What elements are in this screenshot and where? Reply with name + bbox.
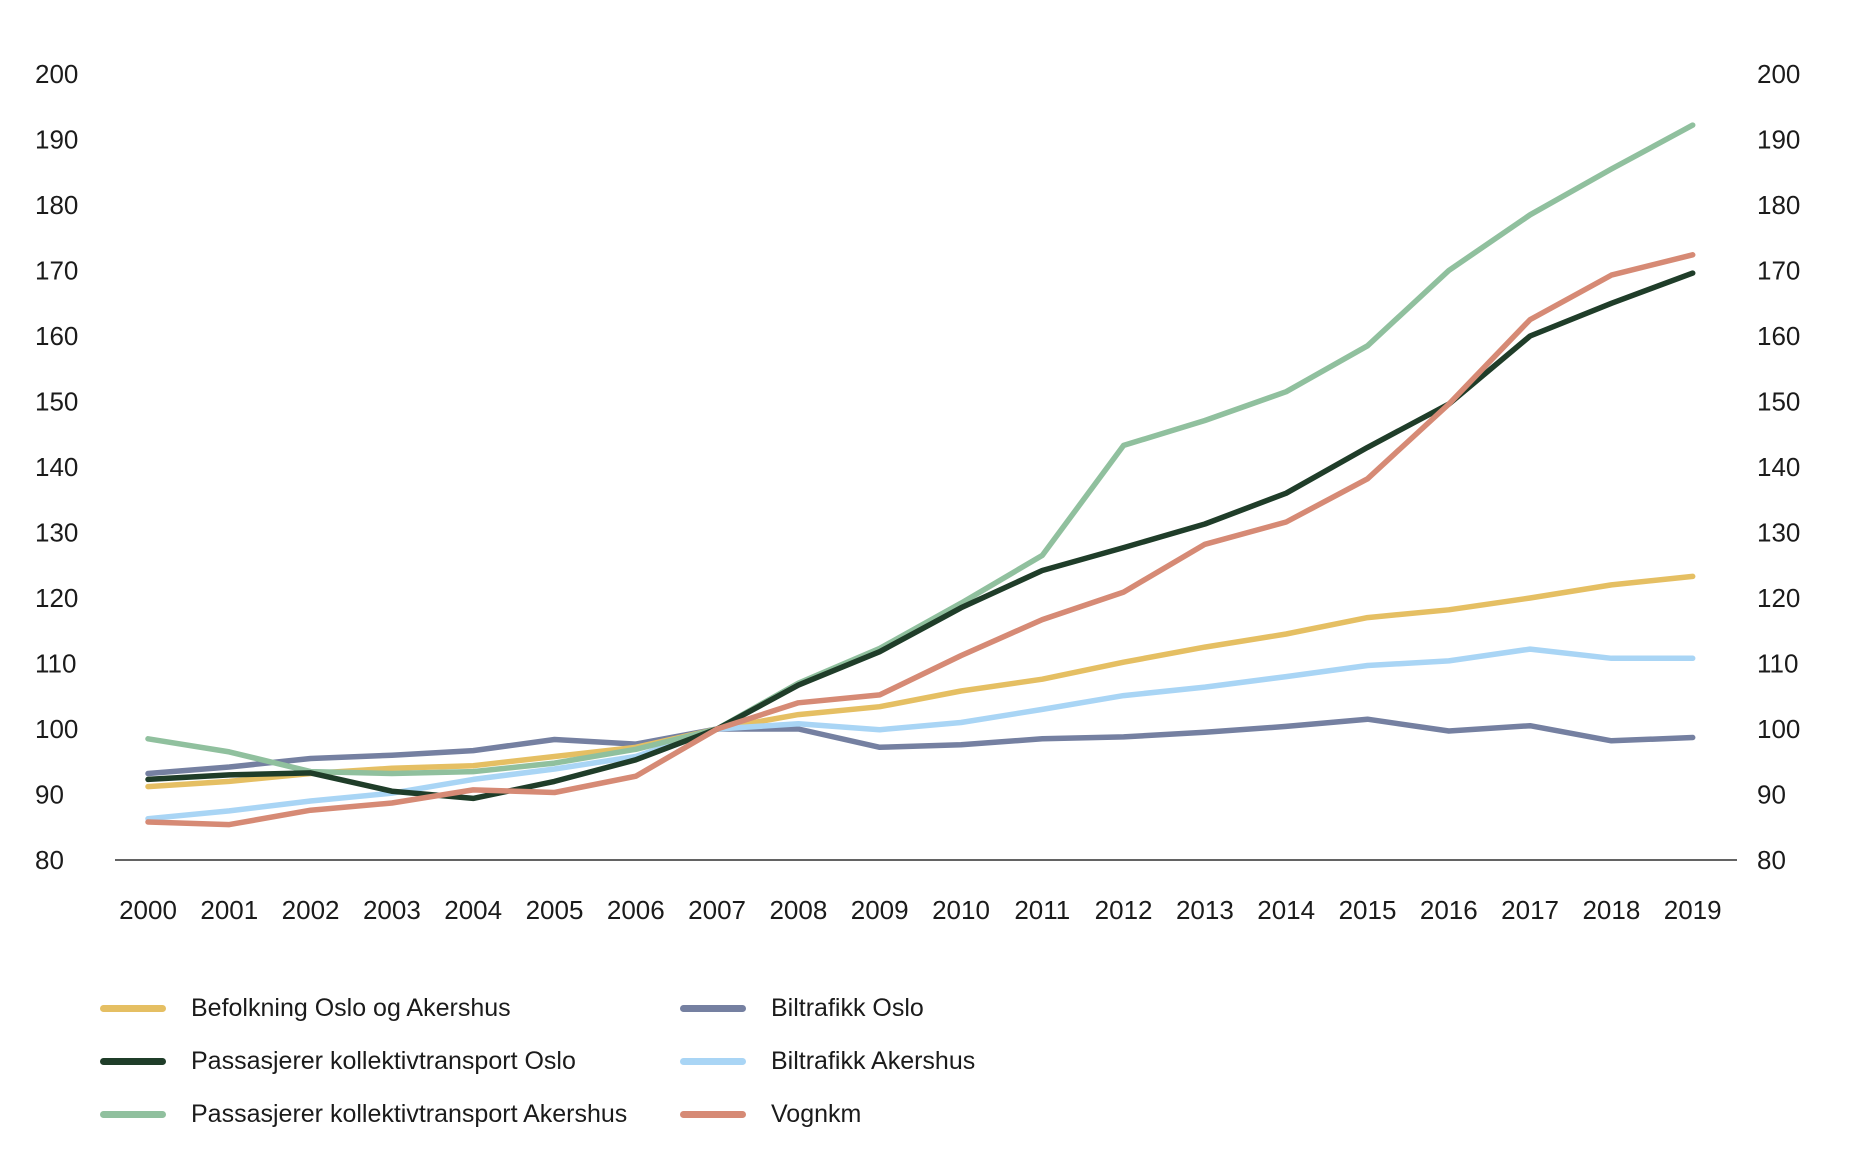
legend-label: Befolkning Oslo og Akershus <box>191 993 511 1022</box>
series-line-1 <box>145 270 1696 802</box>
x-axis-tick-label: 2000 <box>119 895 177 925</box>
y-axis-tick-label-left: 170 <box>35 256 78 286</box>
x-axis-tick-label: 2013 <box>1176 895 1234 925</box>
y-axis-tick-label-left: 120 <box>35 583 78 613</box>
x-axis-tick-label: 2004 <box>444 895 502 925</box>
legend-label: Passasjerer kollektivtransport Akershus <box>191 1099 628 1128</box>
legend-item: Passasjerer kollektivtransport Akershus <box>100 1099 680 1129</box>
x-axis-tick-label: 2017 <box>1501 895 1559 925</box>
x-axis-tick-label: 2007 <box>688 895 746 925</box>
x-axis-tick-label: 2014 <box>1257 895 1315 925</box>
legend-swatch <box>100 1005 166 1012</box>
y-axis-tick-label-left: 160 <box>35 321 78 351</box>
y-axis-tick-label-right: 110 <box>1757 649 1798 679</box>
legend-label: Biltrafikk Akershus <box>771 1046 976 1075</box>
y-axis-tick-label-right: 80 <box>1757 845 1786 875</box>
legend-swatch <box>680 1005 746 1012</box>
legend-label: Vognkm <box>771 1099 862 1128</box>
x-axis-tick-label: 2001 <box>200 895 258 925</box>
legend-swatch <box>100 1111 166 1118</box>
y-axis-tick-label-left: 130 <box>35 518 78 548</box>
y-axis-tick-label-right: 100 <box>1757 714 1800 744</box>
y-axis-tick-label-right: 200 <box>1757 59 1800 89</box>
x-axis-tick-label: 2012 <box>1095 895 1153 925</box>
y-axis-tick-label-left: 110 <box>35 649 76 679</box>
x-axis-tick-label: 2019 <box>1664 895 1722 925</box>
x-axis-tick-label: 2006 <box>607 895 665 925</box>
y-axis-tick-label-left: 180 <box>35 190 78 220</box>
y-axis-tick-label-left: 150 <box>35 387 78 417</box>
series-line-3 <box>145 716 1696 777</box>
y-axis-tick-label-left: 100 <box>35 714 78 744</box>
legend-swatch <box>680 1058 746 1065</box>
y-axis-tick-label-right: 130 <box>1757 518 1800 548</box>
y-axis-tick-label-left: 140 <box>35 452 78 482</box>
y-axis-tick-label-right: 160 <box>1757 321 1800 351</box>
x-axis-tick-label: 2016 <box>1420 895 1478 925</box>
series-line-5 <box>145 252 1696 828</box>
x-axis-tick-label: 2011 <box>1014 895 1070 925</box>
y-axis-tick-label-right: 190 <box>1757 125 1800 155</box>
legend-item: Biltrafikk Akershus <box>680 1046 976 1076</box>
y-axis-tick-label-right: 180 <box>1757 190 1800 220</box>
y-axis-tick-label-left: 200 <box>35 59 78 89</box>
y-axis-tick-label-right: 170 <box>1757 256 1800 286</box>
y-axis-tick-label-right: 150 <box>1757 387 1800 417</box>
y-axis-tick-label-right: 90 <box>1757 780 1786 810</box>
x-axis-tick-label: 2008 <box>769 895 827 925</box>
series-layer <box>145 122 1696 828</box>
x-axis-tick-label: 2003 <box>363 895 421 925</box>
legend-item: Vognkm <box>680 1099 975 1129</box>
axis-layer: 80 80 90 90 100 100 110 110 120 120 130 130 140 140 15… <box>35 59 1800 925</box>
y-axis-tick-label-right: 140 <box>1757 452 1800 482</box>
y-axis-tick-label-left: 90 <box>35 780 64 810</box>
chart-legend: Befolkning Oslo og Akershus Passasjerer k… <box>100 982 975 1141</box>
series-line-2 <box>145 122 1696 777</box>
legend-label: Passasjerer kollektivtransport Oslo <box>191 1046 576 1075</box>
legend-item: Passasjerer kollektivtransport Oslo <box>100 1046 680 1076</box>
x-axis-tick-label: 2018 <box>1582 895 1640 925</box>
y-axis-tick-label-right: 120 <box>1757 583 1800 613</box>
legend-swatch <box>100 1058 166 1065</box>
series-line-0 <box>145 573 1696 790</box>
x-axis-tick-label: 2010 <box>932 895 990 925</box>
legend-swatch <box>680 1111 746 1118</box>
x-axis-tick-label: 2002 <box>282 895 340 925</box>
legend-item: Befolkning Oslo og Akershus <box>100 993 680 1023</box>
y-axis-tick-label-left: 190 <box>35 125 78 155</box>
x-axis-tick-label: 2005 <box>526 895 584 925</box>
y-axis-tick-label-left: 80 <box>35 845 64 875</box>
legend-item: Biltrafikk Oslo <box>680 993 975 1023</box>
x-axis-tick-label: 2015 <box>1339 895 1397 925</box>
legend-label: Biltrafikk Oslo <box>771 993 924 1022</box>
x-axis-tick-label: 2009 <box>851 895 909 925</box>
